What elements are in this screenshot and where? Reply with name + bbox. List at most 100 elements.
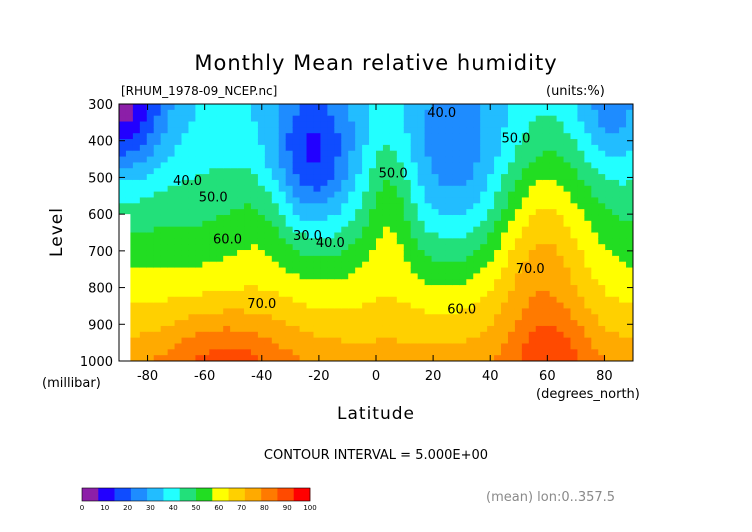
field-cell [445, 156, 454, 164]
field-cell [299, 104, 308, 111]
field-cell [355, 156, 363, 164]
field-cell [431, 349, 440, 356]
field-cell [417, 320, 426, 327]
field-cell [348, 121, 356, 128]
field-cell [278, 279, 287, 286]
field-cell [202, 156, 210, 164]
field-cell [410, 174, 419, 181]
field-cell [376, 273, 384, 280]
colorbar-swatch [293, 488, 311, 501]
field-cell [250, 255, 259, 263]
field-cell [348, 139, 356, 146]
field-cell [445, 144, 454, 152]
field-cell [438, 273, 447, 280]
field-cell [341, 150, 349, 158]
field-cell [417, 144, 426, 152]
field-cell [382, 179, 391, 187]
field-cell [306, 325, 315, 333]
field-cell [584, 279, 592, 286]
field-cell [320, 273, 328, 280]
field-cell [132, 255, 141, 263]
field-cell [535, 290, 544, 298]
field-cell [327, 162, 335, 169]
field-cell [348, 244, 356, 251]
field-cell [257, 238, 266, 245]
field-cell [355, 308, 363, 315]
field-cell [382, 320, 391, 327]
field-cell [424, 273, 433, 280]
field-cell [257, 209, 266, 216]
field-cell [160, 226, 169, 234]
field-cell [570, 127, 579, 134]
field-cell [438, 109, 447, 117]
field-cell [507, 179, 516, 187]
field-cell [480, 238, 488, 245]
field-cell [577, 320, 585, 327]
field-cell [403, 209, 412, 216]
field-cell [584, 285, 592, 292]
field-cell [230, 179, 238, 187]
field-cell [188, 144, 197, 152]
field-cell [355, 162, 363, 169]
field-cell [452, 314, 460, 321]
field-cell [369, 168, 377, 175]
field-cell [334, 109, 342, 117]
field-cell [598, 238, 606, 245]
field-cell [389, 191, 398, 199]
field-cell [376, 331, 384, 339]
field-cell [507, 308, 516, 315]
field-cell [376, 191, 384, 199]
field-cell [306, 203, 315, 210]
field-cell [139, 185, 148, 193]
y-axis-title: Level [47, 207, 67, 257]
field-cell [431, 156, 440, 164]
field-cell [431, 273, 440, 280]
field-cell [313, 133, 322, 140]
field-cell [598, 220, 606, 228]
field-cell [202, 343, 210, 350]
field-cell [612, 349, 620, 356]
field-cell [362, 285, 370, 292]
field-cell [494, 150, 502, 158]
field-cell [452, 133, 460, 140]
field-cell [605, 325, 613, 333]
colorbar-swatch [228, 488, 246, 501]
field-cell [334, 162, 342, 169]
field-cell [487, 162, 495, 169]
field-cell [473, 296, 481, 304]
field-cell [389, 104, 398, 111]
field-cell [355, 337, 363, 345]
field-cell [396, 139, 405, 146]
field-cell [528, 133, 537, 140]
field-cell [362, 174, 370, 181]
field-cell [431, 261, 440, 269]
field-cell [466, 156, 474, 164]
field-cell [209, 279, 217, 286]
field-cell [327, 337, 335, 345]
field-cell [410, 121, 419, 128]
field-cell [362, 343, 370, 350]
field-cell [369, 156, 377, 164]
field-cell [327, 220, 335, 228]
field-cell [257, 109, 266, 117]
field-cell [132, 296, 141, 304]
field-cell [570, 104, 579, 111]
field-cell [501, 127, 509, 134]
field-cell [612, 139, 620, 146]
field-cell [195, 209, 203, 216]
field-cell [188, 109, 197, 117]
field-cell [250, 349, 259, 356]
field-cell [535, 168, 544, 175]
field-cell [376, 261, 384, 269]
field-cell [619, 174, 627, 181]
field-cell [424, 133, 433, 140]
field-cell [250, 121, 259, 128]
field-cell [410, 203, 419, 210]
field-cell [341, 337, 349, 345]
field-cell [612, 121, 620, 128]
field-cell [570, 144, 579, 152]
field-cell [355, 273, 363, 280]
field-cell [382, 232, 391, 239]
field-cell [598, 226, 606, 234]
field-cell [501, 349, 509, 356]
